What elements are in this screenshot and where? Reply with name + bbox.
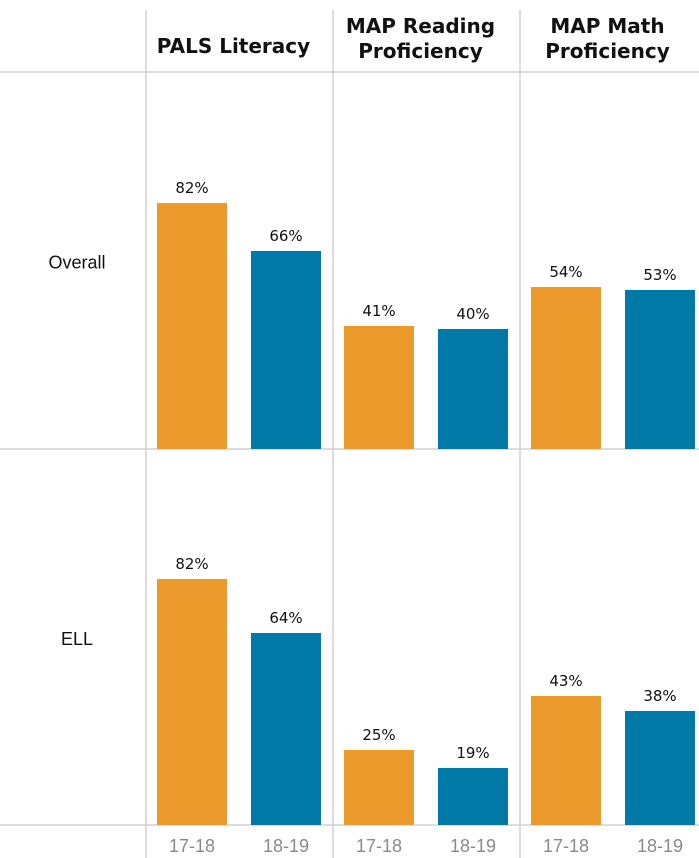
bar-value-label: 40% — [456, 305, 489, 323]
bar-value-label: 82% — [175, 555, 208, 573]
bar — [344, 750, 414, 825]
bars — [157, 203, 695, 825]
bar-value-label: 66% — [269, 227, 302, 245]
bar — [531, 287, 601, 449]
bar-value-label: 41% — [362, 302, 395, 320]
column-header: MAP Math Proficiency — [545, 14, 670, 63]
bar — [157, 579, 227, 825]
bar — [251, 633, 321, 825]
bar — [251, 251, 321, 449]
column-header-line: PALS Literacy — [157, 34, 310, 58]
category-tick-label: 18-19 — [637, 836, 683, 856]
bar — [531, 696, 601, 825]
bar-value-label: 38% — [643, 687, 676, 705]
bar — [344, 326, 414, 449]
row-labels: Overall ELL — [48, 253, 105, 650]
column-header-line: Proficiency — [545, 39, 670, 63]
bar — [625, 711, 695, 825]
row-label: Overall — [48, 253, 105, 273]
category-tick-label: 17-18 — [543, 836, 589, 856]
bar-value-label: 43% — [549, 672, 582, 690]
value-labels: 82% 66% 41% 40% 54% 53% 82% 64% 25% 19% 43% 38% — [175, 179, 676, 762]
column-header: PALS Literacy — [157, 34, 310, 58]
bar — [438, 768, 508, 825]
bar — [438, 329, 508, 449]
row-label: ELL — [61, 629, 93, 649]
column-header-line: MAP Reading — [346, 14, 495, 38]
bar — [625, 290, 695, 449]
category-tick-label: 18-19 — [263, 836, 309, 856]
column-header-line: MAP Math — [550, 14, 664, 38]
bar-value-label: 25% — [362, 726, 395, 744]
category-tick-label: 17-18 — [356, 836, 402, 856]
category-tick-label: 18-19 — [450, 836, 496, 856]
bar-value-label: 64% — [269, 609, 302, 627]
bar-value-label: 53% — [643, 266, 676, 284]
bar-value-label: 19% — [456, 744, 489, 762]
bar-value-label: 54% — [549, 263, 582, 281]
column-header-line: Proficiency — [358, 39, 483, 63]
bar — [157, 203, 227, 449]
column-header: MAP Reading Proficiency — [346, 14, 495, 63]
category-tick-label: 17-18 — [169, 836, 215, 856]
category-tick-labels: 17-18 18-19 17-18 18-19 17-18 18-19 — [169, 836, 683, 856]
bar-value-label: 82% — [175, 179, 208, 197]
